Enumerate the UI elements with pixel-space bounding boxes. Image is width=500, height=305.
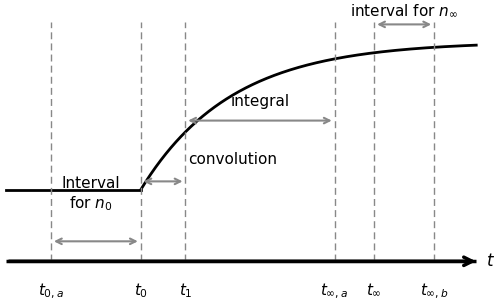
Text: $t_0$: $t_0$ [134,281,147,300]
Text: $t_1$: $t_1$ [178,281,192,300]
Text: $t_{\infty,b}$: $t_{\infty,b}$ [420,281,448,300]
Text: $t_{\infty,a}$: $t_{\infty,a}$ [320,281,348,300]
Text: $t$: $t$ [486,252,495,270]
Text: integral: integral [230,94,290,109]
Text: convolution: convolution [188,152,277,167]
Text: Interval
for $n_0$: Interval for $n_0$ [62,176,120,213]
Text: interval for $n_{\infty}$: interval for $n_{\infty}$ [350,2,458,19]
Text: $t_{\infty}$: $t_{\infty}$ [366,281,382,298]
Text: $t_{0,a}$: $t_{0,a}$ [38,281,64,300]
